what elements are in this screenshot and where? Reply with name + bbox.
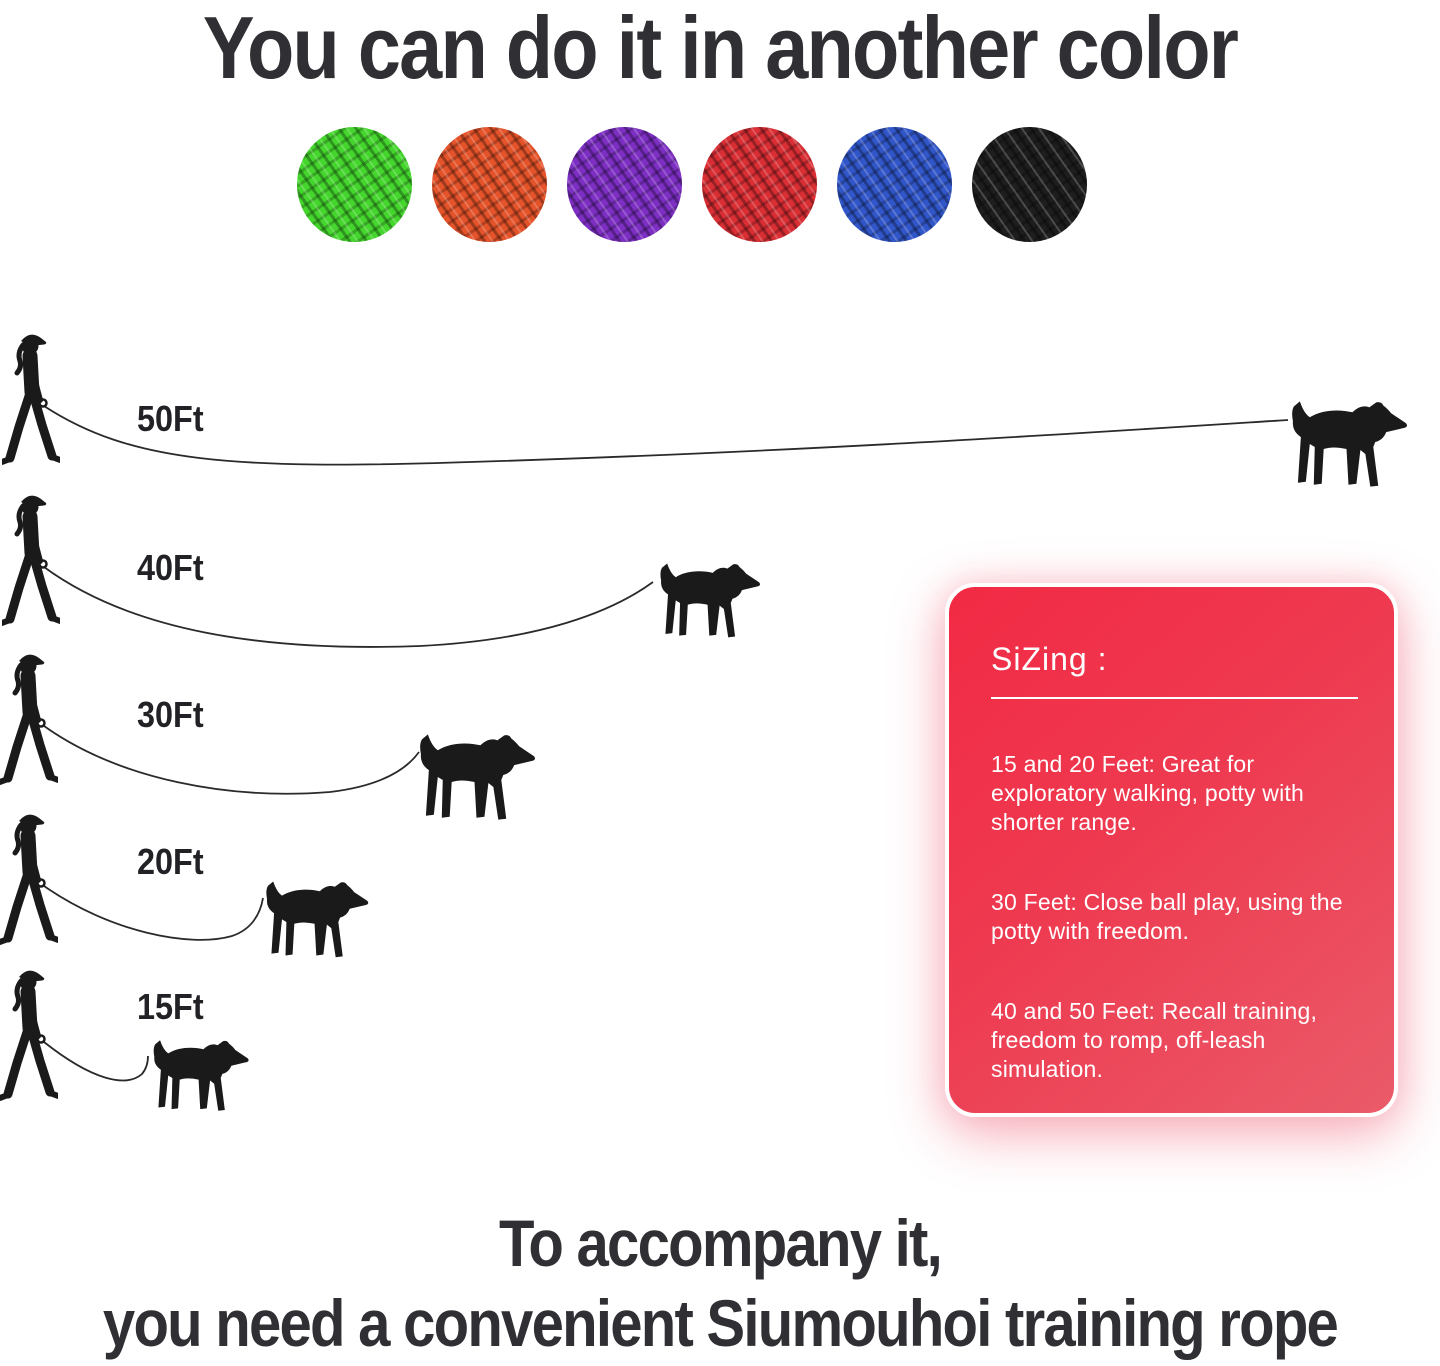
leash-line-30ft [43, 725, 420, 795]
footer-line-1: To accompany it, [499, 1206, 943, 1280]
dog-icon [266, 881, 369, 958]
leash-line-20ft [43, 885, 264, 941]
divider [991, 697, 1358, 699]
color-swatch-row [297, 127, 1087, 242]
person-icon [0, 971, 58, 1098]
person-icon [0, 655, 58, 782]
color-swatch-purple [567, 127, 682, 242]
person-icon [2, 496, 60, 623]
length-label-30ft: 30Ft [137, 694, 204, 735]
length-label-20ft: 20Ft [137, 841, 204, 882]
leash-line-15ft [43, 1041, 149, 1082]
color-swatch-green [297, 127, 412, 242]
leash-line-40ft [43, 566, 654, 648]
sizing-paragraph-15-20ft: 15 and 20 Feet: Great for exploratory wa… [991, 751, 1305, 835]
dog-icon [153, 1040, 249, 1111]
length-label-40ft: 40Ft [137, 547, 204, 588]
leash-line-50ft [43, 405, 1289, 466]
person-icon [2, 335, 60, 462]
sizing-paragraph-40-50ft: 40 and 50 Feet: Recall training, freedom… [991, 998, 1318, 1082]
color-swatch-red [702, 127, 817, 242]
sizing-card: SiZing : 15 and 20 Feet: Great for explo… [945, 583, 1398, 1117]
dog-icon [660, 563, 761, 638]
sizing-paragraph-30ft: 30 Feet: Close ball play, using the pott… [991, 889, 1343, 944]
dog-icon [1292, 401, 1408, 487]
length-label-50ft: 50Ft [137, 398, 204, 439]
person-icon [0, 815, 58, 942]
page-title: You can do it in another color [202, 0, 1239, 97]
color-swatch-black [972, 127, 1087, 242]
length-label-15ft: 15Ft [137, 986, 204, 1027]
color-swatch-blue [837, 127, 952, 242]
footer-line-2: you need a convenient Siumouhoi training… [102, 1286, 1339, 1360]
sizing-card-heading: SiZing : [991, 641, 1108, 677]
color-swatch-orange [432, 127, 547, 242]
dog-icon [420, 734, 536, 820]
